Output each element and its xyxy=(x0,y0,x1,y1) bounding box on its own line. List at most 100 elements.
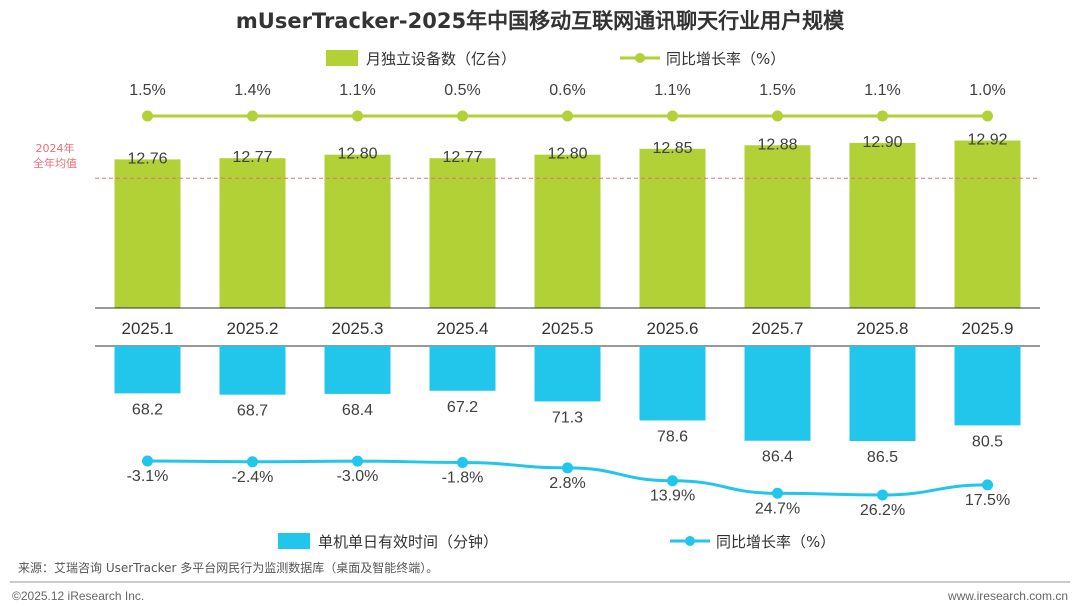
bottom-bar-2025.7 xyxy=(744,346,811,441)
reference-label-line2: 全年均值 xyxy=(33,156,77,170)
bottom-value-label-2025.3: 68.4 xyxy=(342,402,373,419)
bottom-value-label-2025.5: 71.3 xyxy=(552,409,583,426)
bottom-bar-2025.4 xyxy=(429,346,496,391)
bottom-bar-2025.5 xyxy=(534,346,601,402)
top-value-label-2025.8: 12.90 xyxy=(862,134,902,151)
bottom-growth-label-2025.3: -3.0% xyxy=(337,468,379,485)
bottom-values: 68.2 68.7 68.4 67.2 71.3 78.6 86.4 86.5 80.5 xyxy=(132,399,1003,466)
bottom-bar-2025.3 xyxy=(324,346,391,394)
x-tick-2025.7: 2025.7 xyxy=(752,319,804,338)
footer-url: www.iresearch.com.cn xyxy=(947,589,1068,603)
bottom-bar-2025.2 xyxy=(219,346,286,395)
legend-swatch-time xyxy=(278,533,310,549)
x-tick-2025.5: 2025.5 xyxy=(542,319,594,338)
top-bars xyxy=(114,140,1021,308)
top-value-label-2025.6: 12.85 xyxy=(652,140,692,157)
bottom-bars xyxy=(114,346,1021,441)
legend-marker-bottom-growth xyxy=(685,536,695,546)
top-growth-marker-2025.4 xyxy=(457,110,468,122)
reference-label-line1: 2024年 xyxy=(36,141,75,155)
top-bar-2025.7 xyxy=(744,145,811,308)
top-growth-marker-2025.5 xyxy=(562,110,573,122)
bottom-growth-label-2025.4: -1.8% xyxy=(442,470,484,487)
top-value-label-2025.5: 12.80 xyxy=(547,146,587,163)
top-growth-label-2025.3: 1.1% xyxy=(339,82,375,99)
legend-marker-top-growth xyxy=(635,53,645,63)
x-tick-2025.2: 2025.2 xyxy=(227,319,279,338)
top-values: 12.76 12.77 12.80 12.77 12.80 12.85 12.88 12.90… xyxy=(127,132,1007,168)
bottom-value-label-2025.4: 67.2 xyxy=(447,399,478,416)
legend-label-bottom-growth: 同比增长率（%） xyxy=(716,533,835,551)
top-growth-label-2025.6: 1.1% xyxy=(654,82,690,99)
legend-label-devices: 月独立设备数（亿台） xyxy=(366,50,516,68)
top-growth-labels: 1.5% 1.4% 1.1% 0.5% 0.6% 1.1% 1.5% 1.1% 1.0% xyxy=(129,82,1005,99)
x-tick-2025.9: 2025.9 xyxy=(962,319,1014,338)
top-growth-label-2025.5: 0.6% xyxy=(549,82,585,99)
top-bar-2025.6 xyxy=(639,148,706,308)
top-value-label-2025.7: 12.88 xyxy=(757,136,797,153)
top-growth-marker-2025.7 xyxy=(772,110,783,122)
top-growth-marker-2025.6 xyxy=(667,110,678,122)
top-growth-label-2025.2: 1.4% xyxy=(234,82,270,99)
bottom-growth-marker-2025.4 xyxy=(457,457,468,469)
legend-label-time: 单机单日有效时间（分钟） xyxy=(318,533,498,551)
bottom-value-label-2025.7: 86.4 xyxy=(762,449,793,466)
x-tick-2025.6: 2025.6 xyxy=(647,319,699,338)
top-bar-2025.3 xyxy=(324,154,391,308)
bottom-growth-labels: -3.1% -2.4% -3.0% -1.8% 2.8% 13.9% 24.7% 26.2% 1… xyxy=(127,468,1011,519)
source-note: 来源：艾瑞咨询 UserTracker 多平台网民行为监测数据库（桌面及智能终端… xyxy=(18,560,438,575)
top-value-label-2025.3: 12.80 xyxy=(337,146,377,163)
top-growth-label-2025.8: 1.1% xyxy=(864,82,900,99)
top-bar-2025.9 xyxy=(954,140,1021,308)
top-bar-2025.1 xyxy=(114,159,181,308)
bottom-growth-marker-2025.1 xyxy=(142,455,153,467)
bottom-growth-marker-2025.6 xyxy=(667,475,678,487)
bottom-growth-label-2025.5: 2.8% xyxy=(549,475,585,492)
top-bar-2025.2 xyxy=(219,158,286,308)
top-growth-marker-2025.8 xyxy=(877,110,888,122)
x-tick-2025.4: 2025.4 xyxy=(437,319,489,338)
footer-copyright: ©2025.12 iResearch Inc. xyxy=(12,589,144,603)
bottom-bar-2025.6 xyxy=(639,346,706,421)
bottom-growth-label-2025.2: -2.4% xyxy=(232,469,274,486)
chart-title: mUserTracker-2025年中国移动互联网通讯聊天行业用户规模 xyxy=(236,9,845,33)
top-growth-label-2025.1: 1.5% xyxy=(129,82,165,99)
bottom-growth-label-2025.6: 13.9% xyxy=(650,488,695,505)
legend-label-top-growth: 同比增长率（%） xyxy=(666,50,785,68)
bottom-value-label-2025.9: 80.5 xyxy=(972,433,1003,450)
bottom-growth-label-2025.7: 24.7% xyxy=(755,500,800,517)
legend-swatch-devices xyxy=(326,50,358,66)
top-growth-label-2025.7: 1.5% xyxy=(759,82,795,99)
top-growth-marker-2025.1 xyxy=(142,110,153,122)
x-axis-ticks: 2025.1 2025.2 2025.3 2025.4 2025.5 2025.6 2025… xyxy=(122,319,1014,338)
bottom-growth-label-2025.9: 17.5% xyxy=(965,492,1010,509)
top-growth-marker-2025.3 xyxy=(352,110,363,122)
top-growth-marker-2025.2 xyxy=(247,110,258,122)
x-tick-2025.3: 2025.3 xyxy=(332,319,384,338)
top-bar-2025.4 xyxy=(429,158,496,308)
top-value-label-2025.4: 12.77 xyxy=(442,149,482,166)
top-growth-marker-2025.9 xyxy=(982,110,993,122)
bottom-growth-marker-2025.3 xyxy=(352,455,363,467)
bottom-growth-marker-2025.7 xyxy=(772,487,783,499)
x-tick-2025.8: 2025.8 xyxy=(857,319,909,338)
bottom-growth-label-2025.8: 26.2% xyxy=(860,502,905,519)
top-growth-label-2025.9: 1.0% xyxy=(969,82,1005,99)
top-growth-label-2025.4: 0.5% xyxy=(444,82,480,99)
top-growth-line xyxy=(142,110,993,122)
bottom-value-label-2025.2: 68.7 xyxy=(237,403,268,420)
top-bar-2025.5 xyxy=(534,154,601,308)
bottom-growth-marker-2025.2 xyxy=(247,456,258,468)
bottom-bar-2025.9 xyxy=(954,346,1021,426)
x-tick-2025.1: 2025.1 xyxy=(122,319,174,338)
bottom-growth-marker-2025.5 xyxy=(562,462,573,474)
bottom-value-label-2025.6: 78.6 xyxy=(657,428,688,445)
bottom-growth-line xyxy=(142,455,993,501)
top-bar-2025.8 xyxy=(849,142,916,308)
bottom-value-label-2025.1: 68.2 xyxy=(132,401,163,418)
bottom-growth-marker-2025.8 xyxy=(877,489,888,501)
top-value-label-2025.1: 12.76 xyxy=(127,150,167,167)
top-value-label-2025.9: 12.92 xyxy=(967,132,1007,149)
bottom-value-label-2025.8: 86.5 xyxy=(867,449,898,466)
